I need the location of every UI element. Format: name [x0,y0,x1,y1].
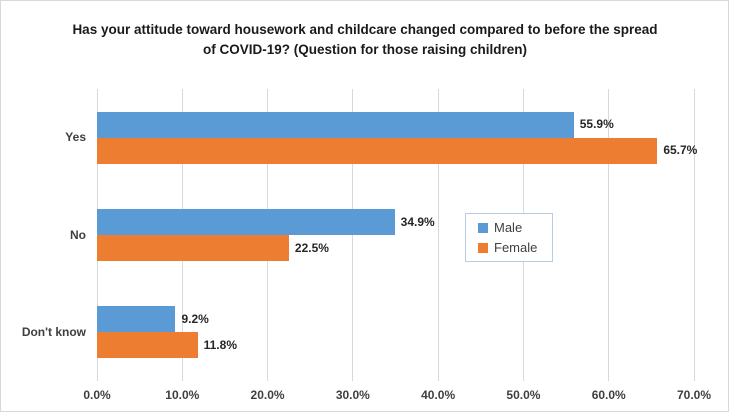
legend-item-male: Male [478,220,552,235]
chart-title: Has your attitude toward housework and c… [72,22,658,57]
bar-female-no [97,235,289,262]
x-axis-tick-label: 10.0% [165,388,200,402]
category-label-yes: Yes [65,130,86,145]
male-series-swatch [478,222,488,233]
category-label-don-t-know: Don't know [21,324,86,339]
gridline [608,89,610,381]
bar-data-label-female-don-t-know: 11.8% [203,337,237,352]
x-axis-tick-label: 0.0% [83,388,111,402]
bar-male-no [97,209,395,236]
bar-data-label-male-yes: 55.9% [579,117,614,132]
female-series-swatch [478,242,488,253]
bar-data-label-female-no: 22.5% [294,240,329,255]
x-axis-tick-label: 20.0% [250,388,285,402]
x-axis-tick-label: 60.0% [591,388,626,402]
bar-female-yes [97,137,658,164]
gridline [437,89,439,381]
legend-label-male: Male [494,220,523,235]
bar-female-don-t-know [97,332,198,359]
legend: Male Female [465,213,553,262]
x-axis-tick-label: 70.0% [676,388,712,402]
legend-label-female: Female [494,240,538,255]
category-label-no: No [70,227,86,242]
bar-male-yes [97,111,574,138]
bar-male-don-t-know [97,306,176,333]
bar-data-label-male-no: 34.9% [400,214,435,229]
bar-data-label-male-don-t-know: 9.2% [181,311,209,326]
gridline [693,89,695,381]
x-axis-tick-label: 30.0% [335,388,370,402]
bar-data-label-female-yes: 65.7% [663,143,698,158]
legend-item-female: Female [478,240,552,255]
x-axis-tick-label: 40.0% [421,388,456,402]
x-axis-tick-label: 50.0% [506,388,541,402]
